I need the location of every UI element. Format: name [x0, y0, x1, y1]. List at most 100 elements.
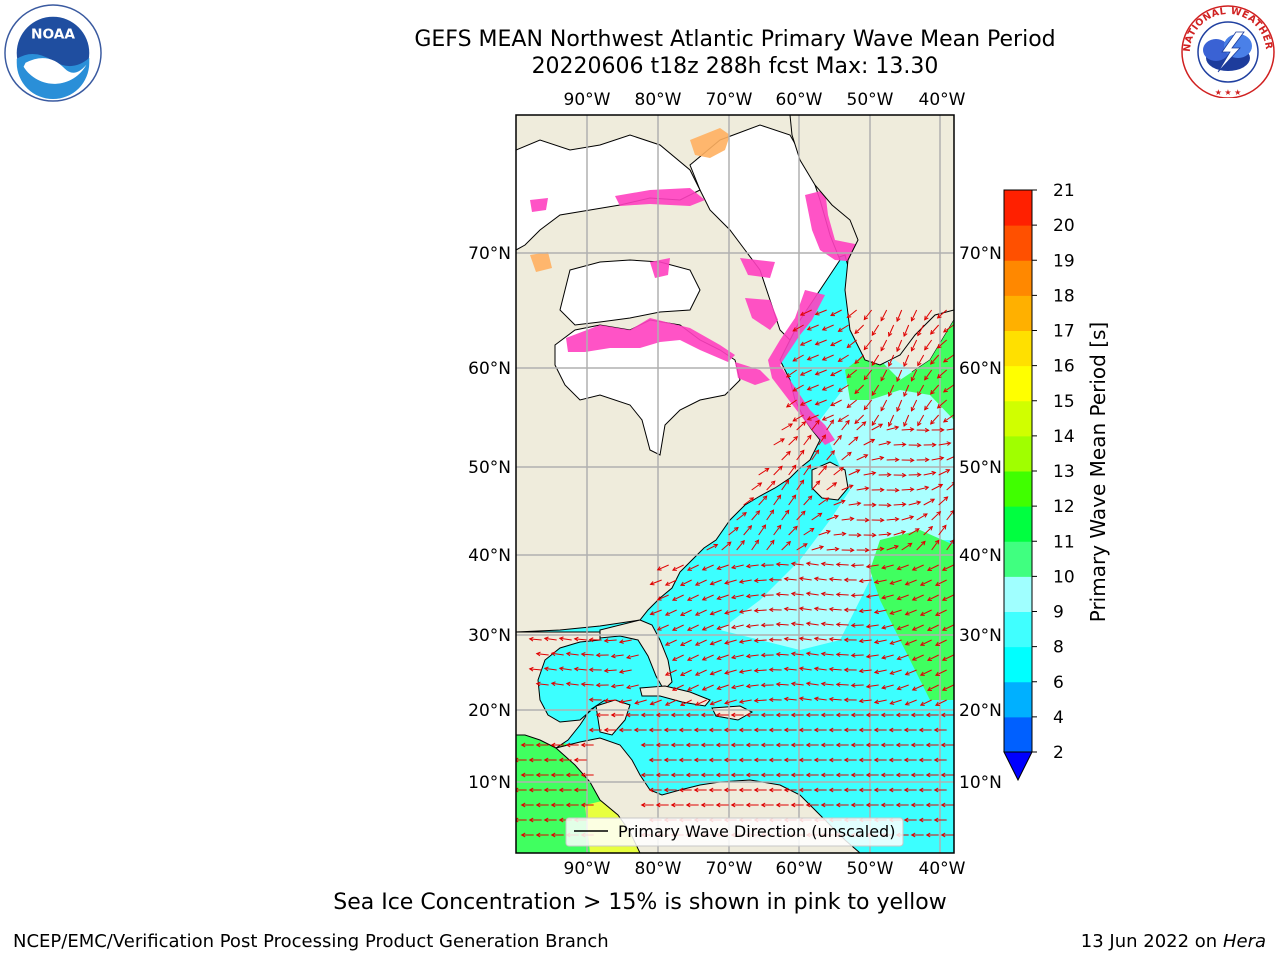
- lon-label-bottom: 60°W: [776, 859, 823, 879]
- wave-arrow-head: [820, 621, 826, 627]
- wave-arrow-head: [573, 666, 579, 672]
- wave-arrow: [924, 369, 933, 381]
- wave-arrow: [773, 494, 782, 506]
- wave-arrow-head: [769, 539, 775, 545]
- wave-arrow-head: [618, 639, 624, 644]
- wave-arrow-head: [783, 727, 789, 733]
- wave-arrow-head: [934, 671, 940, 676]
- wave-arrow-head: [828, 666, 834, 672]
- wave-arrow-head: [709, 670, 715, 676]
- wave-arrow-head: [760, 712, 766, 718]
- wave-arrow: [871, 324, 880, 336]
- wave-arrow-head: [858, 638, 864, 644]
- colorbar-segment: [1004, 646, 1032, 683]
- wave-arrow: [905, 609, 917, 616]
- wave-arrow: [908, 501, 921, 506]
- wave-arrow-head: [955, 427, 959, 431]
- wave-arrow-head: [918, 757, 924, 763]
- wave-arrow: [851, 594, 864, 596]
- wave-arrow: [754, 609, 767, 612]
- wave-arrow: [811, 449, 819, 461]
- wave-arrow-head: [770, 480, 776, 486]
- wave-arrow-head: [528, 817, 534, 823]
- wave-arrow-head: [768, 787, 774, 793]
- lat-label-right: 20°N: [959, 701, 1002, 721]
- wave-arrow-head: [806, 326, 812, 331]
- wave-arrow-head: [828, 757, 834, 763]
- wave-arrow-head: [520, 832, 526, 838]
- wave-arrow-head: [678, 727, 684, 733]
- wave-arrow-head: [679, 701, 685, 706]
- wave-arrow: [811, 420, 820, 431]
- wave-arrow-head: [888, 361, 893, 367]
- wave-arrow: [917, 324, 925, 336]
- wave-arrow-head: [723, 727, 729, 733]
- wave-arrow-head: [798, 666, 804, 672]
- wave-arrow: [836, 593, 849, 596]
- wave-arrow: [821, 593, 834, 596]
- wave-arrow-head: [730, 654, 737, 660]
- wave-arrow-head: [760, 622, 766, 628]
- wave-arrow: [874, 579, 887, 583]
- wave-arrow-head: [901, 472, 907, 478]
- wave-arrow-head: [910, 802, 916, 808]
- wave-arrow-head: [745, 742, 751, 748]
- wave-arrow-head: [871, 502, 877, 508]
- wave-arrow-head: [814, 371, 820, 376]
- wave-arrow-head: [903, 817, 909, 823]
- wave-arrow-head: [558, 787, 564, 793]
- wave-arrow: [786, 399, 797, 408]
- wave-arrow-head: [835, 682, 841, 687]
- wave-arrow: [829, 698, 842, 701]
- wave-arrow-head: [865, 772, 871, 778]
- wave-arrow: [897, 624, 909, 630]
- wave-arrow-head: [903, 787, 909, 793]
- wave-arrow: [830, 399, 842, 406]
- wave-arrow: [791, 593, 804, 596]
- wave-arrow-head: [828, 606, 834, 612]
- wave-arrow-head: [670, 802, 676, 808]
- wave-arrow: [746, 594, 759, 597]
- wave-arrow-head: [821, 434, 826, 440]
- wave-arrow-head: [940, 712, 946, 718]
- wave-arrow-head: [656, 566, 662, 571]
- wave-arrow-head: [805, 802, 811, 808]
- wave-arrow: [927, 564, 939, 571]
- wave-arrow-head: [580, 742, 586, 748]
- wave-arrow: [846, 369, 857, 378]
- wave-arrow: [766, 540, 775, 551]
- wave-arrow-head: [880, 802, 886, 808]
- wave-arrow-head: [671, 626, 677, 631]
- wave-arrow-head: [886, 531, 892, 537]
- wave-arrow-head: [863, 454, 869, 459]
- wave-arrow-head: [858, 787, 864, 793]
- colorbar-segment: [1004, 190, 1032, 226]
- wave-arrow-head: [873, 757, 879, 763]
- wave-arrow-head: [925, 802, 931, 808]
- wave-arrow-head: [678, 757, 684, 763]
- wave-arrow: [838, 324, 849, 332]
- wave-arrow-head: [528, 666, 534, 672]
- wave-arrow-head: [930, 359, 935, 365]
- wave-arrow-head: [870, 438, 876, 444]
- wave-arrow-head: [745, 653, 751, 659]
- wave-arrow-head: [910, 772, 916, 778]
- wave-arrow: [604, 699, 617, 702]
- wave-arrow-head: [858, 698, 864, 704]
- wave-arrow: [814, 607, 827, 611]
- wave-arrow: [717, 594, 729, 600]
- wave-arrow-head: [940, 802, 946, 808]
- colorbar-segment: [1004, 295, 1032, 331]
- map-legend: Primary Wave Direction (unscaled): [565, 817, 904, 847]
- colorbar-segment: [1004, 541, 1032, 577]
- wave-arrow-head: [879, 546, 885, 552]
- wave-arrow-head: [775, 682, 781, 687]
- wave-arrow: [846, 309, 857, 318]
- wave-arrow-head: [871, 391, 877, 396]
- lon-label-top: 70°W: [706, 90, 753, 110]
- wave-arrow: [917, 414, 925, 426]
- wave-arrow: [800, 339, 812, 346]
- noaa-logo-text: NOAA: [31, 26, 75, 42]
- wave-arrow-head: [820, 772, 826, 778]
